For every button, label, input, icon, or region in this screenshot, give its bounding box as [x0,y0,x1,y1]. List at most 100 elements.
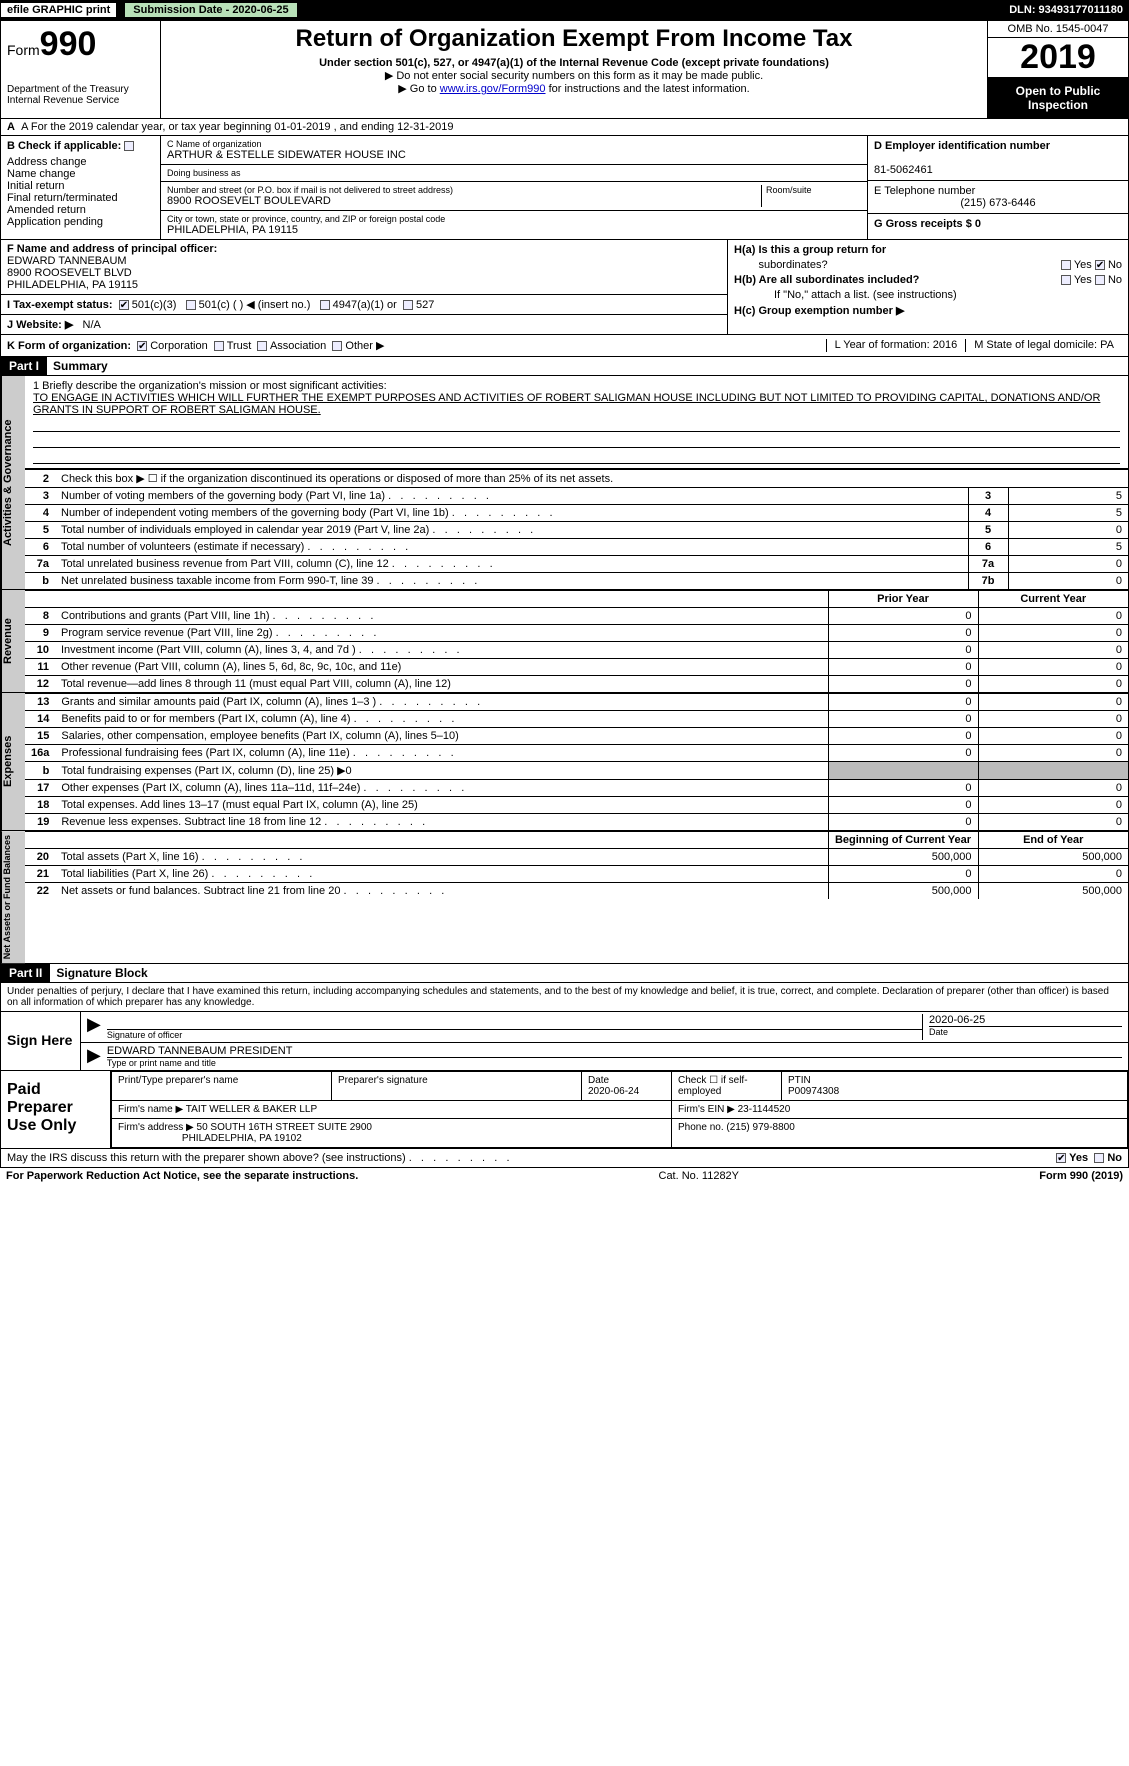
mission-block: 1 Briefly describe the organization's mi… [25,376,1128,469]
table-row: 7aTotal unrelated business revenue from … [25,556,1128,573]
arrow-icon: ▶ [87,1045,101,1068]
table-header: Beginning of Current YearEnd of Year [25,832,1128,849]
form-container: Form990 Department of the Treasury Inter… [0,20,1129,1168]
table-row: 10Investment income (Part VIII, column (… [25,642,1128,659]
hb-no-chk[interactable] [1095,275,1105,285]
opt-trust: Trust [227,340,252,352]
open-public-badge: Open to Public Inspection [988,78,1128,118]
part2-title: Signature Block [50,964,153,982]
box-h: H(a) Is this a group return for subordin… [728,240,1128,334]
part1-title: Summary [47,357,114,375]
expenses-vlabel: Expenses [1,693,25,830]
dln: DLN: 93493177011180 [1009,4,1129,16]
room-label: Room/suite [766,185,861,195]
subtitle-1: Under section 501(c), 527, or 4947(a)(1)… [169,57,979,69]
hb-yes-chk[interactable] [1061,275,1071,285]
sig-officer-label: Signature of officer [107,1030,922,1040]
chk-assoc[interactable] [257,341,267,351]
city-row: City or town, state or province, country… [161,211,867,239]
paid-preparer-block: Paid Preparer Use Only Print/Type prepar… [1,1071,1128,1148]
checkbox-501c[interactable] [186,300,196,310]
print-name-label: Type or print name and title [107,1058,1122,1068]
prep-name-hdr: Print/Type preparer's name [112,1072,332,1101]
box-m: M State of legal domicile: PA [965,339,1122,352]
table-row: 9Program service revenue (Part VIII, lin… [25,625,1128,642]
table-row: 16aProfessional fundraising fees (Part I… [25,745,1128,762]
ha-label: H(a) Is this a group return for [734,244,886,256]
blank-line [33,418,1120,432]
revenue-table: Prior YearCurrent Year 8Contributions an… [25,590,1128,692]
top-bar: efile GRAPHIC print Submission Date - 20… [0,0,1129,20]
section-f-i-j-h: F Name and address of principal officer:… [1,240,1128,335]
expenses-section: Expenses 13Grants and similar amounts pa… [1,693,1128,831]
ha-yes-chk[interactable] [1061,260,1071,270]
self-emp: Check ☐ if self-employed [672,1072,782,1101]
f-i-j-col: F Name and address of principal officer:… [1,240,728,334]
form-990: 990 [40,25,97,63]
box-b-title: B Check if applicable: [7,140,121,152]
netassets-section: Net Assets or Fund Balances Beginning of… [1,831,1128,964]
phone-value: (215) 673-6446 [874,197,1122,209]
tax-year: 2019 [988,38,1128,78]
checkbox-527[interactable] [403,300,413,310]
table-row: 22Net assets or fund balances. Subtract … [25,883,1128,900]
c-label: C Name of organization [167,139,861,149]
checkbox-4947[interactable] [320,300,330,310]
blank-line [33,434,1120,448]
tax-year-text: A For the 2019 calendar year, or tax yea… [21,121,453,133]
table-row: 17Other expenses (Part IX, column (A), l… [25,780,1128,797]
table-row: 8Contributions and grants (Part VIII, li… [25,608,1128,625]
activities-vlabel: Activities & Governance [1,376,25,589]
opt-other: Other ▶ [345,340,384,352]
yes-text2: Yes [1074,274,1092,286]
checkbox-icon[interactable] [124,141,134,151]
firm-name-cell: Firm's name ▶ TAIT WELLER & BAKER LLP [112,1101,672,1119]
discuss-no-chk[interactable] [1094,1153,1104,1163]
ptin: PTINP00974308 [782,1072,1128,1101]
chk-trust[interactable] [214,341,224,351]
perjury-declaration: Under penalties of perjury, I declare th… [1,983,1128,1012]
header-right: OMB No. 1545-0047 2019 Open to Public In… [988,21,1128,118]
table-header: Prior YearCurrent Year [25,591,1128,608]
tax-status-label: I Tax-exempt status: [7,299,113,311]
part1-badge: Part I [1,357,47,375]
discuss-row: May the IRS discuss this return with the… [1,1148,1128,1167]
b-opt: Address change [7,156,154,168]
section-b-through-g: B Check if applicable: Address change Na… [1,136,1128,240]
page-footer: For Paperwork Reduction Act Notice, see … [0,1168,1129,1184]
form-org-label: K Form of organization: [7,340,131,352]
paperwork-notice: For Paperwork Reduction Act Notice, see … [6,1170,358,1182]
yes-text: Yes [1074,259,1092,271]
row-j: J Website: ▶ N/A [1,315,727,334]
header-center: Return of Organization Exempt From Incom… [161,21,988,118]
ha2-line: subordinates? Yes No [734,259,1122,271]
table-row: 19Revenue less expenses. Subtract line 1… [25,814,1128,831]
paid-preparer-label: Paid Preparer Use Only [1,1071,111,1148]
irs-link[interactable]: www.irs.gov/Form990 [440,83,546,95]
row-i: I Tax-exempt status: 501(c)(3) 501(c) ( … [1,295,727,315]
firm-addr-cell: Firm's address ▶ 50 SOUTH 16TH STREET SU… [112,1119,672,1148]
dba-row: Doing business as [161,165,867,182]
table-row: Firm's name ▶ TAIT WELLER & BAKER LLP Fi… [112,1101,1128,1119]
table-row: 18Total expenses. Add lines 13–17 (must … [25,797,1128,814]
chk-other[interactable] [332,341,342,351]
efile-badge: efile GRAPHIC print [0,2,117,18]
prep-sig-hdr: Preparer's signature [332,1072,582,1101]
subtitle-3: ▶ Go to www.irs.gov/Form990 for instruct… [169,82,979,95]
checkbox-501c3[interactable] [119,300,129,310]
city-value: PHILADELPHIA, PA 19115 [167,224,861,236]
part2-badge: Part II [1,964,50,982]
website-label: J Website: ▶ [7,319,73,331]
expenses-table: 13Grants and similar amounts paid (Part … [25,693,1128,830]
box-c: C Name of organization ARTHUR & ESTELLE … [161,136,868,239]
opt-501c3: 501(c)(3) [132,299,177,311]
discuss-yes-chk[interactable] [1056,1153,1066,1163]
table-row: 11Other revenue (Part VIII, column (A), … [25,659,1128,676]
arrow-icon: ▶ [87,1014,101,1040]
ha-no-chk[interactable] [1095,260,1105,270]
revenue-vlabel: Revenue [1,590,25,692]
b-opt: Amended return [7,204,154,216]
chk-corp[interactable] [137,341,147,351]
subordinates: subordinates? [758,259,827,271]
signature-line: ▶ Signature of officer 2020-06-25 Date [81,1012,1128,1043]
